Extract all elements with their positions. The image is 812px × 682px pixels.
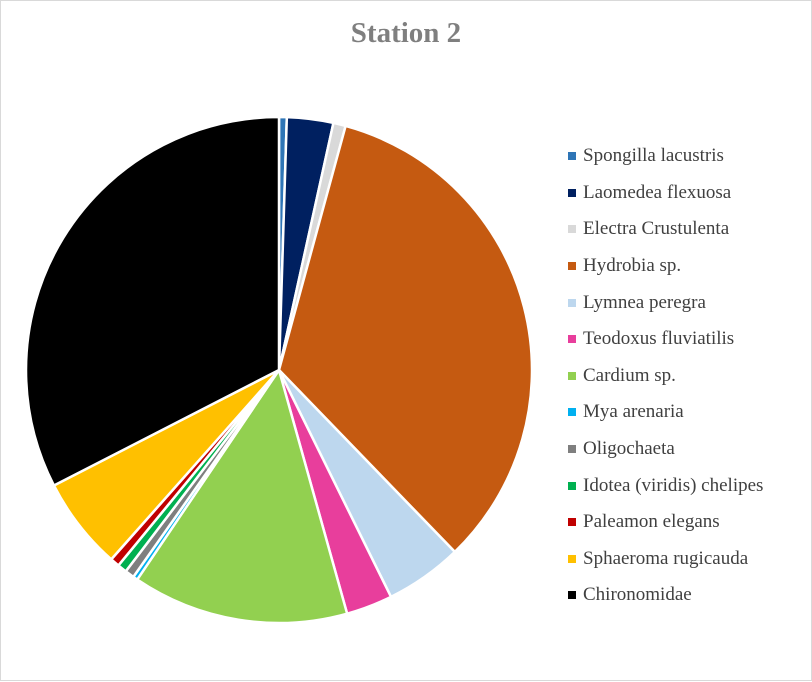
legend-label: Lymnea peregra	[583, 291, 706, 313]
legend-label: Oligochaeta	[583, 438, 675, 460]
legend-swatch	[568, 591, 576, 600]
legend-swatch	[568, 518, 576, 527]
legend-swatch	[568, 225, 576, 234]
pie-slice-hydrobia-sp	[277, 124, 534, 554]
legend-item: Sphaeroma rugicauda	[568, 541, 763, 578]
legend-label: Paleamon elegans	[583, 511, 720, 533]
legend-swatch	[568, 152, 576, 161]
legend-item: Spongilla lacustris	[568, 138, 763, 175]
legend-swatch	[568, 298, 576, 307]
chart-title: Station 2	[350, 17, 462, 49]
legend-swatch	[568, 262, 576, 271]
legend-item: Idotea (viridis) chelipes	[568, 467, 763, 504]
legend-label: Hydrobia sp.	[583, 255, 682, 277]
legend-swatch	[568, 335, 576, 344]
pie-slice-cardium-sp	[135, 368, 349, 625]
legend-swatch	[568, 481, 576, 490]
legend-item: Laomedea flexuosa	[568, 175, 763, 212]
legend: Spongilla lacustris Laomedea flexuosa Elec…	[568, 138, 763, 614]
legend-label: Electra Crustulenta	[583, 218, 730, 240]
legend-item: Hydrobia sp.	[568, 248, 763, 285]
legend-swatch	[568, 554, 576, 563]
legend-swatch	[568, 188, 576, 197]
legend-label: Spongilla lacustris	[583, 145, 724, 167]
legend-label: Sphaeroma rugicauda	[583, 547, 749, 569]
legend-label: Idotea (viridis) chelipes	[583, 474, 764, 496]
legend-swatch	[568, 445, 576, 454]
legend-label: Mya arenaria	[583, 401, 684, 423]
legend-item: Paleamon elegans	[568, 504, 763, 541]
legend-item: Oligochaeta	[568, 431, 763, 468]
legend-item: Electra Crustulenta	[568, 211, 763, 248]
legend-item: Lymnea peregra	[568, 284, 763, 321]
legend-swatch	[568, 371, 576, 380]
legend-label: Chironomidae	[583, 584, 692, 606]
legend-label: Teodoxus fluviatilis	[583, 328, 735, 350]
legend-label: Laomedea flexuosa	[583, 181, 732, 203]
legend-swatch	[568, 408, 576, 417]
legend-label: Cardium sp.	[583, 364, 676, 386]
legend-item: Mya arenaria	[568, 394, 763, 431]
legend-item: Cardium sp.	[568, 358, 763, 395]
pie-slice-chironomidae	[24, 115, 281, 487]
legend-item: Teodoxus fluviatilis	[568, 321, 763, 358]
legend-item: Chironomidae	[568, 577, 763, 614]
